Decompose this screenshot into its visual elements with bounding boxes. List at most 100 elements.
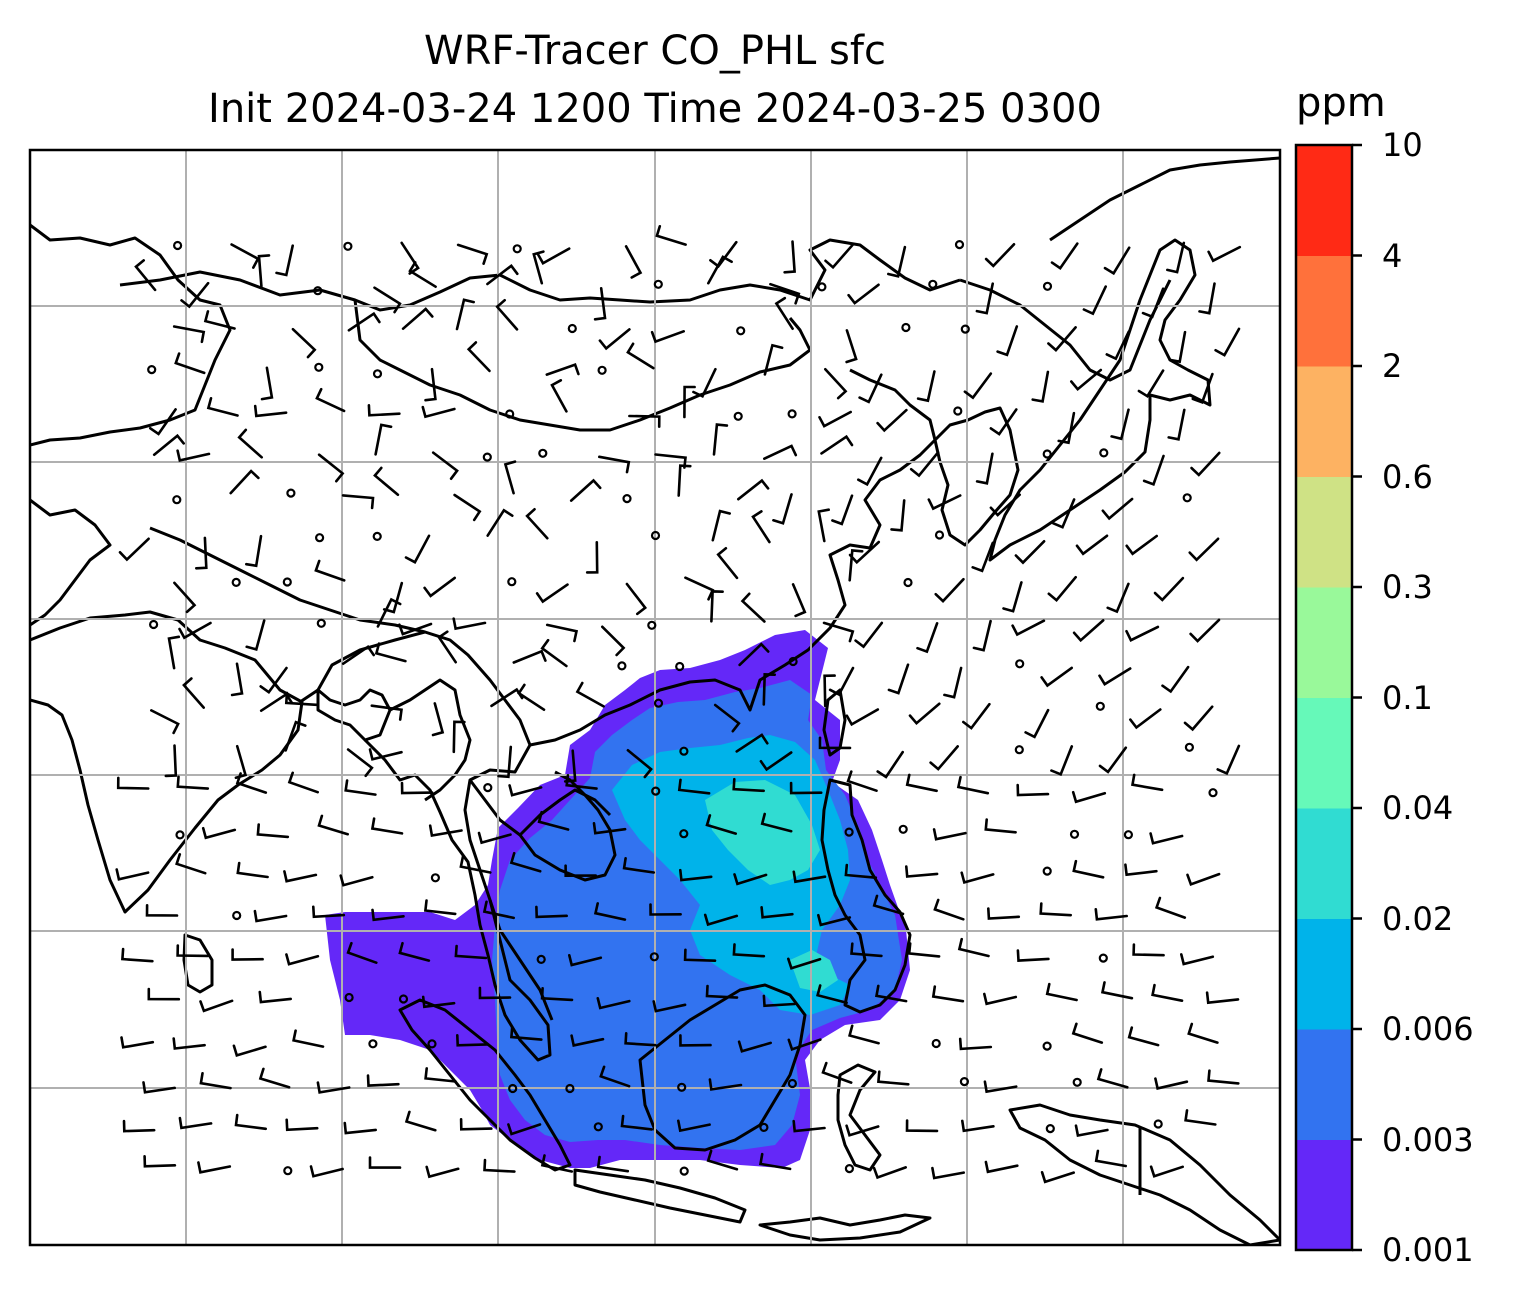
wind-barb — [431, 451, 459, 480]
wind-barb — [1190, 451, 1221, 477]
calm-wind-circle — [787, 409, 797, 419]
wind-barb — [517, 683, 546, 711]
wind-barb — [512, 649, 547, 664]
calm-wind-circle — [647, 620, 657, 630]
wind-barb — [1047, 575, 1077, 603]
wind-barb — [1216, 744, 1241, 776]
wind-barb — [1039, 902, 1072, 917]
wind-barb — [150, 709, 180, 735]
wind-barb — [787, 957, 822, 970]
wind-barb — [1187, 1022, 1219, 1044]
wind-barb — [575, 681, 605, 708]
wind-barb — [625, 582, 648, 616]
wind-barb — [905, 865, 939, 878]
wind-barb — [774, 296, 794, 330]
wind-barb — [404, 534, 431, 564]
wind-barb — [677, 1119, 711, 1133]
wind-barb — [373, 286, 402, 314]
calm-wind-circle — [679, 746, 689, 756]
calm-wind-circle — [1042, 449, 1052, 459]
wind-barb — [1129, 708, 1162, 730]
wind-barb — [845, 1124, 880, 1137]
wind-barb — [957, 937, 990, 958]
wind-barbs — [115, 225, 1242, 1184]
calm-wind-circle — [1208, 788, 1218, 798]
wind-barb — [285, 1118, 319, 1132]
calm-wind-circle — [960, 324, 970, 334]
calm-wind-circle — [844, 1163, 855, 1174]
wind-barb — [172, 325, 206, 344]
calm-wind-circle — [173, 240, 183, 251]
wind-barb — [984, 1160, 1019, 1174]
wind-barb — [989, 493, 1021, 517]
calm-wind-circle — [901, 322, 911, 333]
wind-barb — [958, 1037, 993, 1051]
calm-wind-circle — [675, 661, 685, 672]
wind-barb — [503, 460, 517, 495]
wind-barb — [245, 534, 263, 568]
wind-barb — [176, 775, 210, 790]
wind-barb — [536, 247, 571, 265]
wind-barb — [368, 748, 403, 761]
wind-barb — [545, 362, 580, 376]
wind-barb — [1105, 330, 1131, 361]
wind-barb — [1127, 1026, 1160, 1047]
wind-barb — [540, 638, 568, 668]
wind-barb — [733, 873, 768, 886]
wind-barb — [508, 784, 543, 797]
wind-barb — [315, 387, 346, 413]
wind-barb — [975, 282, 994, 315]
wind-barb — [789, 781, 823, 795]
coastline-korea — [933, 406, 1020, 547]
wind-barb — [1040, 666, 1073, 688]
calm-wind-circle — [1069, 829, 1080, 839]
map-panel — [30, 150, 1280, 1245]
calm-wind-circle — [1123, 830, 1134, 840]
colorbar-segment — [1296, 366, 1352, 477]
wind-barb — [823, 674, 836, 708]
wind-barb — [452, 720, 466, 754]
wind-barb — [705, 814, 737, 835]
wind-barb — [705, 984, 739, 999]
calm-wind-circle — [844, 827, 854, 837]
calm-wind-circle — [959, 1076, 970, 1087]
wind-barb — [654, 453, 687, 469]
wind-barb — [758, 1152, 792, 1171]
wind-barb — [759, 751, 793, 772]
calm-wind-circle — [1098, 953, 1108, 963]
wind-barb — [341, 645, 375, 665]
calm-wind-circle — [1153, 1119, 1163, 1129]
wind-barb — [1151, 983, 1184, 1002]
colorbar-tick-label: 0.02 — [1382, 899, 1454, 938]
calm-wind-circle — [1184, 742, 1195, 752]
wind-barb — [927, 494, 962, 511]
border-myanmar — [389, 678, 472, 802]
wind-barb — [844, 863, 878, 879]
coastline-india — [30, 610, 304, 914]
calm-wind-circle — [1095, 701, 1105, 711]
wind-barb — [735, 733, 769, 753]
calm-wind-circle — [953, 406, 963, 416]
wind-barb — [1094, 1149, 1127, 1168]
wind-barb — [931, 1166, 965, 1180]
wind-barb — [452, 617, 487, 631]
colorbar-units: ppm — [1296, 80, 1386, 126]
wind-barb — [876, 750, 904, 779]
wind-barb — [876, 408, 908, 433]
wind-barb — [1207, 245, 1242, 263]
wind-barb — [831, 494, 854, 526]
wind-barb — [1125, 534, 1158, 556]
wind-barb — [565, 774, 598, 790]
calm-wind-circle — [653, 698, 664, 708]
wind-barb — [174, 352, 206, 375]
wind-barb — [477, 831, 512, 845]
wind-barb — [821, 1061, 853, 1084]
wind-barb — [260, 366, 274, 401]
wind-barb — [176, 449, 211, 462]
wind-barb — [550, 379, 568, 413]
calm-wind-circle — [597, 365, 607, 375]
wind-barb — [1132, 943, 1165, 957]
wind-barb — [1167, 408, 1186, 441]
wind-barb — [763, 444, 798, 460]
wind-barb — [622, 857, 656, 874]
